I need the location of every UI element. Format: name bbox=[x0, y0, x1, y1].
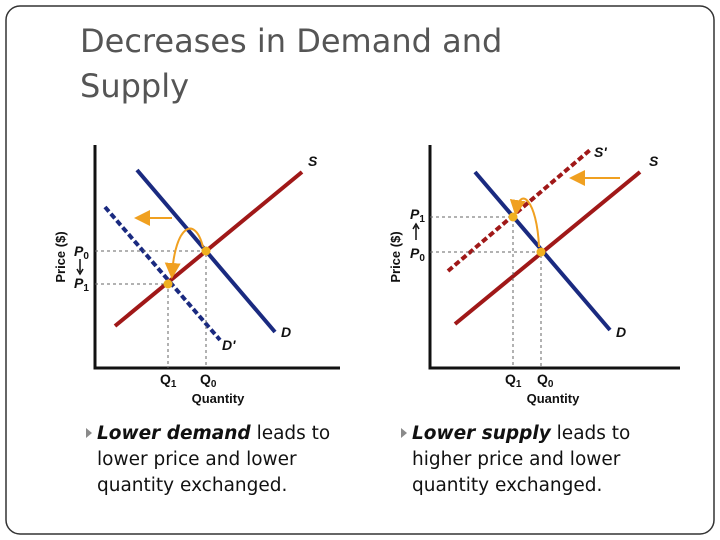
move-arrow bbox=[509, 197, 540, 248]
bullet-line: quantity exchanged. bbox=[97, 475, 287, 496]
curve-label: D' bbox=[222, 337, 236, 353]
bullet-line: lower price and lower bbox=[97, 449, 297, 470]
curve-label: D bbox=[281, 324, 291, 340]
label-sub: 1 bbox=[83, 283, 89, 294]
axes bbox=[428, 145, 680, 370]
quantity-label: Q0 bbox=[537, 371, 554, 390]
label-sub: 0 bbox=[419, 253, 425, 264]
curve-label: S' bbox=[594, 144, 607, 160]
supply-diagram: S' S D Price ($) Quantity P1 P0 Q1 Q0 bbox=[388, 144, 680, 406]
bullet-icon bbox=[86, 428, 92, 438]
label-base: P bbox=[410, 245, 420, 261]
label-sub: 1 bbox=[171, 379, 177, 390]
y-axis-label: Price ($) bbox=[53, 231, 68, 282]
x-axis-label: Quantity bbox=[527, 391, 580, 406]
demand-diagram: S D D' Price ($) Quantity P0 P1 Q1 Q0 bbox=[53, 145, 340, 406]
bullet-line: higher price and lower bbox=[412, 449, 621, 470]
bullet-line: quantity exchanged. bbox=[412, 475, 602, 496]
equilibrium-point bbox=[163, 279, 173, 289]
label-sub: 0 bbox=[211, 379, 217, 390]
bullet-text: Lower supply leads to bbox=[412, 423, 630, 444]
bullet-rest: leads to bbox=[557, 423, 631, 444]
price-arrow-head bbox=[412, 222, 420, 230]
curve-label: D bbox=[616, 324, 626, 340]
label-base: Q bbox=[537, 371, 548, 387]
bullet-emphasis: Lower supply bbox=[412, 423, 552, 444]
bullet-emphasis: Lower demand bbox=[97, 423, 251, 444]
quantity-label: Q1 bbox=[505, 371, 522, 390]
quantity-label: Q0 bbox=[200, 371, 217, 390]
curve-label: S bbox=[308, 153, 318, 169]
equilibrium-point bbox=[508, 212, 518, 222]
label-base: P bbox=[74, 275, 84, 291]
title-line: Decreases in Demand and bbox=[80, 22, 502, 60]
axes bbox=[93, 145, 340, 370]
label-base: Q bbox=[200, 371, 211, 387]
x-axis-label: Quantity bbox=[192, 391, 245, 406]
price-label: P1 bbox=[74, 275, 89, 294]
price-label: P1 bbox=[410, 206, 425, 225]
supply-curve bbox=[453, 170, 642, 326]
price-label: P0 bbox=[74, 243, 89, 262]
quantity-label: Q1 bbox=[160, 371, 177, 390]
y-axis-label: Price ($) bbox=[388, 231, 403, 282]
label-base: Q bbox=[505, 371, 516, 387]
label-sub: 0 bbox=[548, 379, 554, 390]
move-arrow bbox=[164, 227, 204, 279]
curve-label: S bbox=[649, 153, 659, 169]
equilibrium-point bbox=[201, 246, 211, 256]
label-sub: 1 bbox=[516, 379, 522, 390]
label-base: P bbox=[410, 206, 420, 222]
bullet-icon bbox=[401, 428, 407, 438]
title-line: Supply bbox=[80, 67, 189, 105]
new-demand-curve bbox=[103, 205, 222, 342]
bullet-rest: leads to bbox=[257, 423, 331, 444]
price-arrow-head bbox=[76, 268, 84, 276]
price-label: P0 bbox=[410, 245, 425, 264]
label-sub: 0 bbox=[83, 251, 89, 262]
label-base: P bbox=[74, 243, 84, 259]
bullet-text: Lower demand leads to bbox=[97, 423, 330, 444]
label-base: Q bbox=[160, 371, 171, 387]
equilibrium-point bbox=[536, 247, 546, 257]
slide-border bbox=[5, 5, 715, 535]
label-sub: 1 bbox=[419, 214, 425, 225]
